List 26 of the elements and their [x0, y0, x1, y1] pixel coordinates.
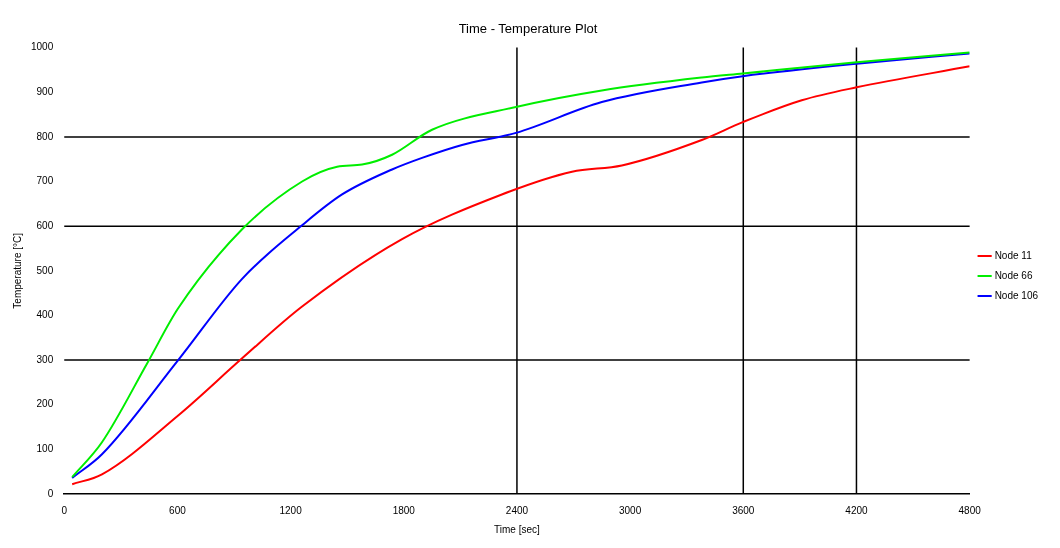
x-tick-label: 2400 [505, 504, 529, 516]
x-tick-label: 3600 [732, 504, 755, 516]
x-tick-label: 1200 [279, 504, 303, 516]
legend-label: Node 66 [994, 269, 1033, 281]
x-tick-label: 600 [169, 504, 187, 516]
y-tick-label: 600 [36, 219, 54, 231]
legend-label: Node 106 [994, 289, 1039, 301]
y-tick-label: 300 [36, 353, 54, 365]
y-tick-label: 0 [47, 487, 54, 499]
x-tick-label: 1800 [392, 504, 416, 516]
x-tick-label: 0 [61, 504, 68, 516]
y-tick-label: 500 [36, 264, 54, 276]
legend-label: Node 11 [994, 249, 1033, 261]
y-tick-label: 100 [36, 443, 54, 455]
y-tick-label: 400 [36, 309, 54, 321]
chart-title: Time - Temperature Plot [458, 21, 598, 37]
y-tick-label: 900 [36, 85, 54, 97]
y-tick-label: 1000 [31, 41, 54, 53]
y-tick-label: 800 [36, 130, 54, 142]
y-tick-label: 200 [36, 398, 54, 410]
x-tick-label: 4200 [845, 504, 869, 516]
y-axis-title: Temperature [°C] [11, 232, 23, 309]
x-tick-label: 4800 [958, 504, 982, 516]
x-axis-title: Time [sec] [494, 523, 541, 535]
x-tick-label: 3000 [618, 504, 642, 516]
y-tick-label: 700 [36, 175, 54, 187]
